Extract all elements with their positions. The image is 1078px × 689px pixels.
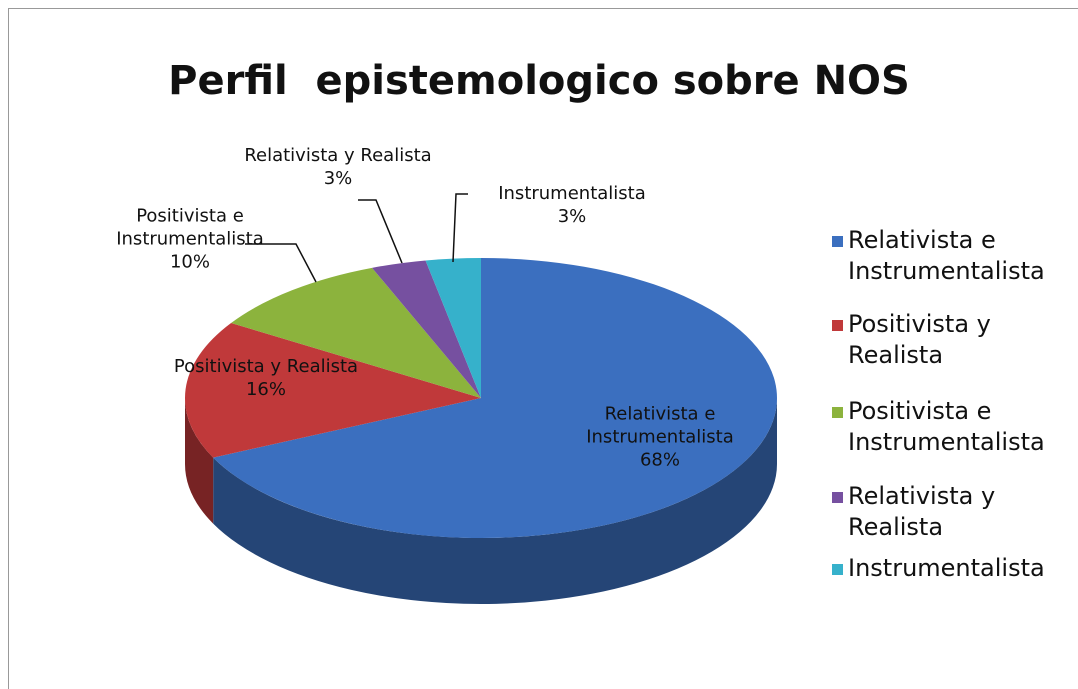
legend-swatch bbox=[832, 564, 843, 575]
data-label-value: 10% bbox=[169, 251, 210, 273]
leader-line bbox=[452, 193, 468, 263]
data-label-value: 3% bbox=[323, 168, 353, 189]
data-label-category: Relativista y Realista bbox=[244, 145, 432, 166]
pie-slice bbox=[213, 258, 777, 539]
legend-swatch bbox=[832, 320, 843, 331]
leader-line bbox=[358, 199, 403, 264]
legend-swatch bbox=[832, 492, 843, 503]
data-label-category: Instrumentalista bbox=[498, 183, 646, 204]
data-label-value: 16% bbox=[245, 379, 286, 400]
legend-label: Instrumentalista bbox=[848, 554, 1045, 582]
pie-slice bbox=[231, 267, 481, 398]
data-label-category: Positivista e Instrumentalista bbox=[116, 205, 264, 250]
data-label: Relativista y Realista 3% bbox=[243, 144, 433, 190]
pie-slice-side bbox=[213, 398, 777, 605]
legend-swatch bbox=[832, 407, 843, 418]
chart-border bbox=[8, 8, 1078, 689]
data-label-category: Relativista e Instrumentalista bbox=[586, 403, 734, 448]
legend-swatch bbox=[832, 236, 843, 247]
pie bbox=[185, 258, 777, 605]
chart-title: Perfil epistemologico sobre NOS bbox=[168, 58, 910, 104]
data-label-value: 68% bbox=[639, 449, 680, 471]
data-label-value: 3% bbox=[557, 206, 587, 227]
legend-label: Positivista y Realista bbox=[848, 310, 991, 369]
legend-label: Relativista y Realista bbox=[848, 482, 996, 541]
legend-label: Positivista e Instrumentalista bbox=[848, 397, 1045, 456]
pie-slice-side bbox=[185, 398, 214, 524]
pie-slice bbox=[185, 322, 481, 458]
data-label: Positivista e Instrumentalista 10% bbox=[95, 205, 285, 274]
pie-slice bbox=[425, 258, 481, 398]
pie-slice bbox=[372, 260, 481, 398]
legend-label: Relativista e Instrumentalista bbox=[848, 226, 1045, 285]
leader-line bbox=[245, 243, 317, 283]
data-label-category: Positivista y Realista bbox=[173, 356, 359, 377]
data-label: Relativista e Instrumentalista 68% bbox=[565, 403, 755, 472]
data-label: Positivista y Realista 16% bbox=[171, 355, 361, 401]
data-label: Instrumentalista 3% bbox=[462, 182, 682, 228]
